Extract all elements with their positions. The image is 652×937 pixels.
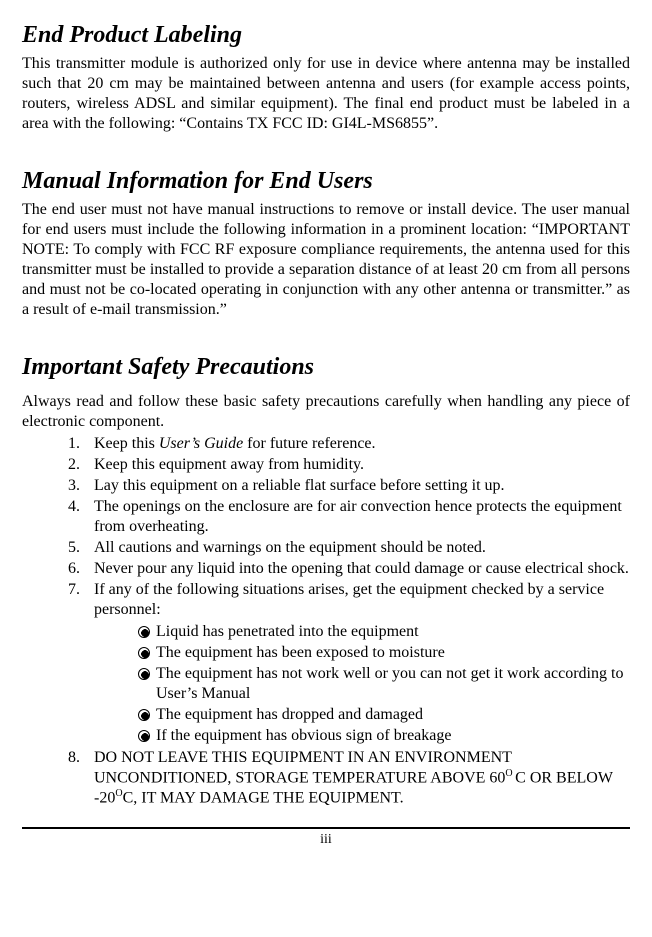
list-item: Never pour any liquid into the opening t… xyxy=(84,559,630,579)
text: Keep this xyxy=(94,435,159,452)
superscript: O xyxy=(115,788,122,799)
list-item: All cautions and warnings on the equipme… xyxy=(84,538,630,558)
sub-list-item: The equipment has been exposed to moistu… xyxy=(138,643,630,663)
text: for future reference. xyxy=(243,435,375,452)
para-manual-info: The end user must not have manual instru… xyxy=(22,200,630,320)
para-end-product-labeling: This transmitter module is authorized on… xyxy=(22,54,630,134)
text: If any of the following situations arise… xyxy=(94,581,604,618)
page-number: iii xyxy=(22,831,630,849)
safety-list: Keep this User’s Guide for future refere… xyxy=(22,434,630,809)
text-italic: User’s Guide xyxy=(159,435,243,452)
list-item: Lay this equipment on a reliable flat su… xyxy=(84,476,630,496)
heading-safety-precautions: Important Safety Precautions xyxy=(22,352,630,382)
text: DO NOT LEAVE THIS EQUIPMENT IN AN ENVIRO… xyxy=(94,749,512,786)
sub-list: Liquid has penetrated into the equipment… xyxy=(94,622,630,746)
heading-end-product-labeling: End Product Labeling xyxy=(22,20,630,50)
sub-list-item: If the equipment has obvious sign of bre… xyxy=(138,726,630,746)
superscript: O xyxy=(505,768,515,779)
sub-list-item: Liquid has penetrated into the equipment xyxy=(138,622,630,642)
list-item: If any of the following situations arise… xyxy=(84,580,630,746)
para-safety-intro: Always read and follow these basic safet… xyxy=(22,392,630,432)
sub-list-item: The equipment has dropped and damaged xyxy=(138,705,630,725)
text: C, IT MAY DAMAGE THE EQUIPMENT. xyxy=(123,790,404,807)
list-item: DO NOT LEAVE THIS EQUIPMENT IN AN ENVIRO… xyxy=(84,748,630,809)
list-item: Keep this User’s Guide for future refere… xyxy=(84,434,630,454)
footer-divider xyxy=(22,827,630,829)
sub-list-item: The equipment has not work well or you c… xyxy=(138,664,630,704)
list-item: The openings on the enclosure are for ai… xyxy=(84,497,630,537)
list-item: Keep this equipment away from humidity. xyxy=(84,455,630,475)
heading-manual-info: Manual Information for End Users xyxy=(22,166,630,196)
